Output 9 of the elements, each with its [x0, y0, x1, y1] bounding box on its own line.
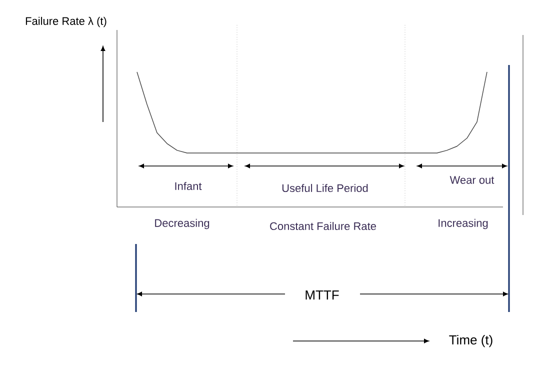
- text: MTTF: [306, 290, 339, 300]
- text: Decreasing: [155, 218, 210, 230]
- text: Constant Failure Rate: [270, 222, 376, 230]
- text: Increasing: [438, 218, 488, 230]
- annotation: Infant: [175, 182, 202, 190]
- annotation: Wear out: [450, 176, 494, 184]
- annotation: Useful Life Period: [282, 184, 368, 192]
- text: Time (t): [449, 334, 492, 348]
- y-axis-title: Failure Rate λ (t): [26, 16, 106, 28]
